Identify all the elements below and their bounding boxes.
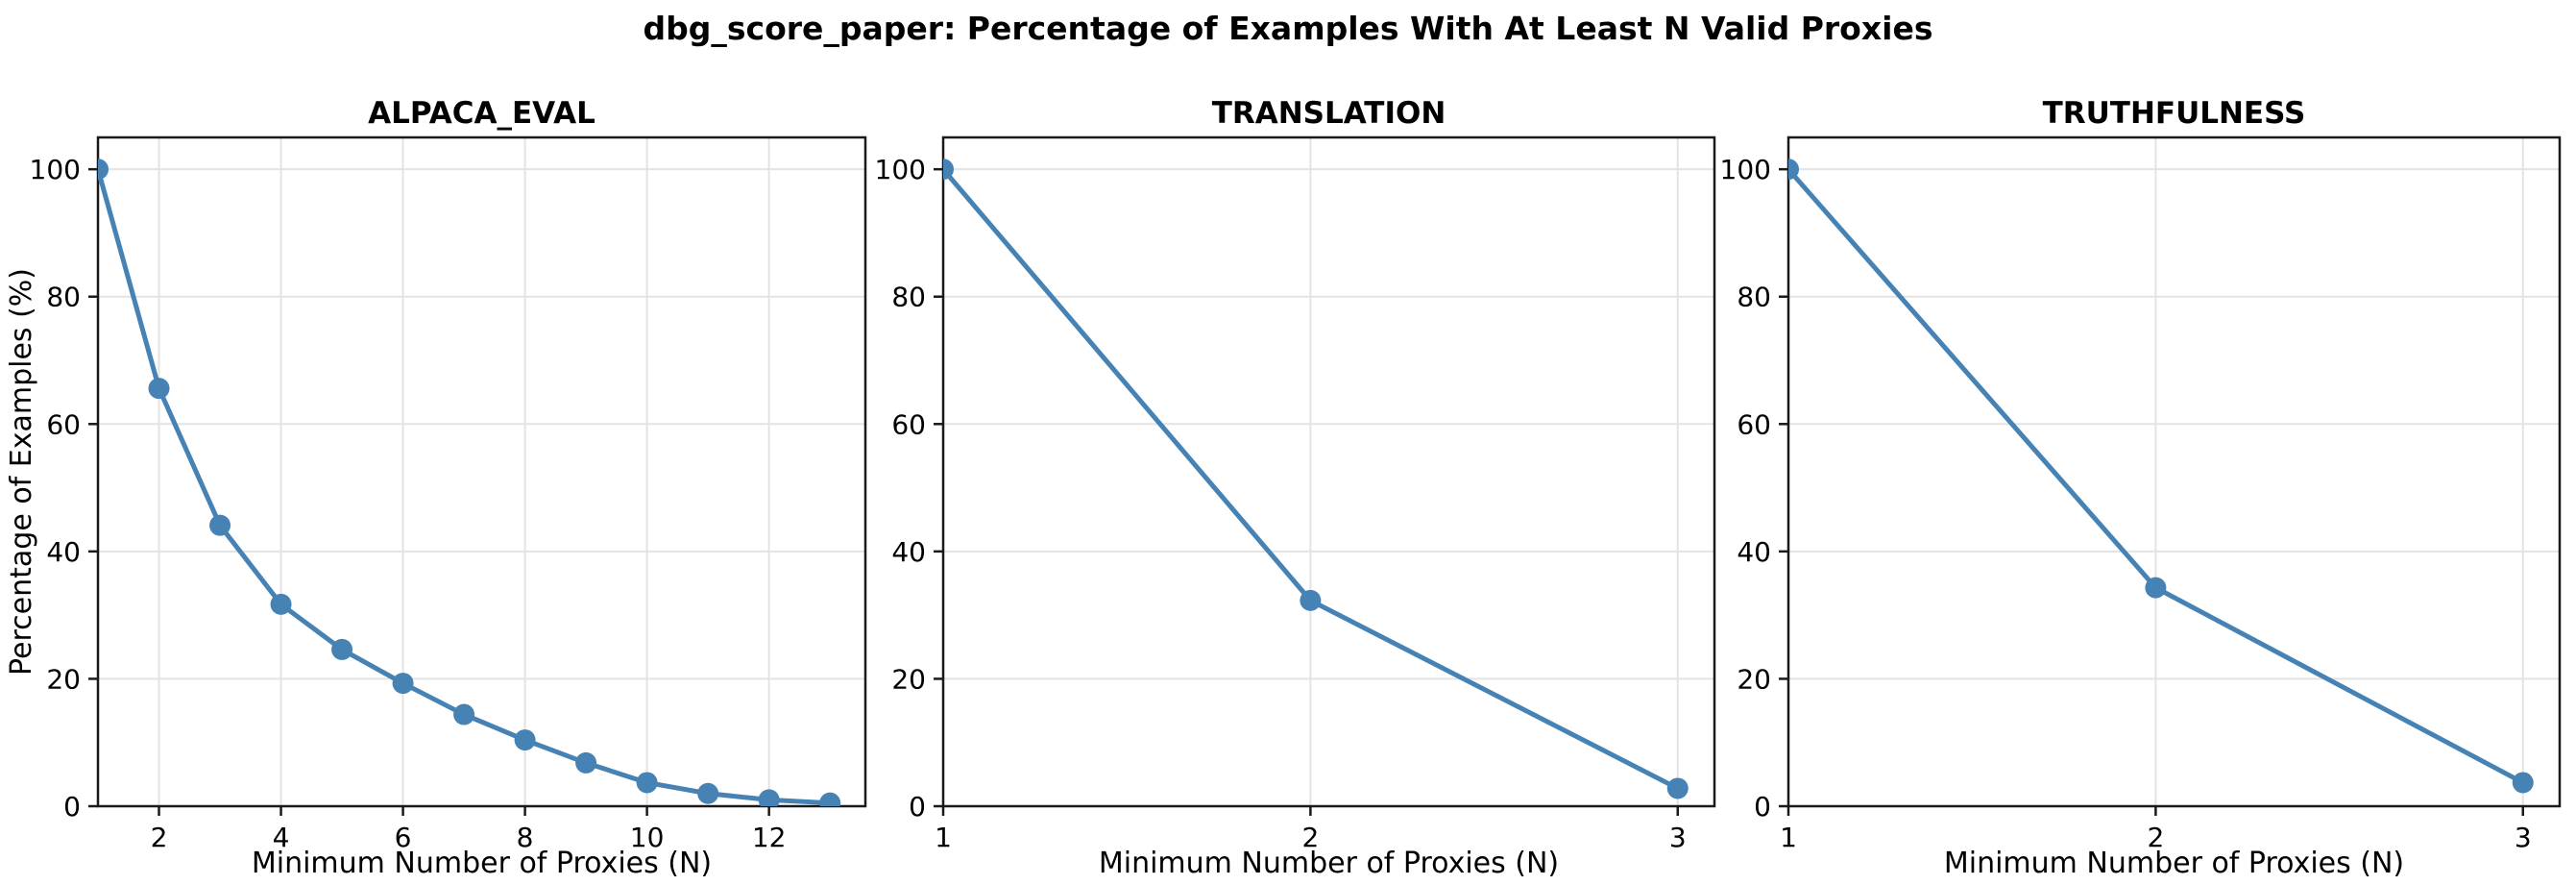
y-tick-label: 0 bbox=[63, 791, 81, 823]
x-axis-ticks: 2 4 6 8 10 12 bbox=[151, 806, 787, 853]
data-point bbox=[1300, 589, 1322, 611]
subplot-title: TRUTHFULNESS bbox=[2043, 96, 2306, 131]
y-tick-label: 20 bbox=[1737, 663, 1771, 695]
subplot-alpaca_eval: 0 20 40 60 80 100 2 4 6 8 10 12 ALPACA_EVAL Minimum N… bbox=[5, 96, 867, 880]
x-axis-ticks: 1 2 3 bbox=[1780, 806, 2532, 853]
figure-suptitle: dbg_score_paper: Percentage of Examples … bbox=[643, 10, 1933, 47]
data-point bbox=[1788, 159, 1799, 181]
data-point bbox=[2512, 772, 2534, 794]
axes-spines bbox=[1786, 135, 2562, 808]
y-axis-ticks: 0 20 40 60 80 100 bbox=[1720, 154, 1788, 823]
data-point bbox=[636, 772, 658, 794]
data-point bbox=[331, 638, 353, 660]
data-point bbox=[148, 378, 170, 400]
x-tick-label: 4 bbox=[273, 822, 290, 853]
x-tick-label: 2 bbox=[1301, 822, 1319, 853]
y-tick-label: 20 bbox=[891, 663, 926, 695]
data-point bbox=[1666, 777, 1689, 799]
x-tick-label: 1 bbox=[935, 822, 952, 853]
y-tick-label: 0 bbox=[1754, 791, 1771, 823]
data-point bbox=[697, 782, 719, 804]
x-axis-label: Minimum Number of Proxies (N) bbox=[252, 847, 712, 880]
x-tick-label: 8 bbox=[517, 822, 534, 853]
data-series bbox=[943, 159, 1689, 799]
subplot-title: ALPACA_EVAL bbox=[368, 96, 595, 131]
gridlines bbox=[98, 137, 865, 807]
gridlines bbox=[942, 137, 1714, 807]
x-axis-label: Minimum Number of Proxies (N) bbox=[1099, 847, 1559, 880]
subplot-translation: 0 20 40 60 80 100 1 2 3 TRANSLATION Minimum Number… bbox=[875, 96, 1716, 880]
data-point bbox=[819, 792, 841, 806]
x-tick-label: 12 bbox=[752, 822, 787, 853]
data-point bbox=[758, 789, 780, 806]
y-tick-label: 100 bbox=[875, 154, 926, 185]
x-tick-label: 10 bbox=[630, 822, 665, 853]
data-point bbox=[2145, 577, 2167, 599]
y-axis-ticks: 0 20 40 60 80 100 bbox=[875, 154, 943, 823]
y-tick-label: 80 bbox=[1737, 282, 1771, 313]
x-tick-label: 2 bbox=[2147, 822, 2164, 853]
gridlines bbox=[1787, 137, 2560, 807]
y-tick-label: 100 bbox=[1720, 154, 1771, 185]
y-tick-label: 100 bbox=[30, 154, 81, 185]
x-tick-label: 1 bbox=[1780, 822, 1797, 853]
data-point bbox=[209, 514, 231, 536]
y-tick-label: 0 bbox=[909, 791, 926, 823]
y-tick-label: 20 bbox=[46, 663, 81, 695]
data-point bbox=[943, 159, 954, 181]
x-tick-label: 3 bbox=[2515, 822, 2532, 853]
x-axis-label: Minimum Number of Proxies (N) bbox=[1944, 847, 2404, 880]
data-point bbox=[514, 729, 536, 751]
data-point bbox=[453, 703, 475, 725]
data-point bbox=[98, 159, 109, 181]
axes-spines bbox=[96, 135, 867, 808]
axes-spines bbox=[941, 135, 1716, 808]
y-tick-label: 60 bbox=[46, 408, 81, 440]
x-tick-label: 2 bbox=[151, 822, 168, 853]
y-tick-label: 60 bbox=[891, 408, 926, 440]
subplot-title: TRANSLATION bbox=[1212, 96, 1446, 131]
subplot-truthfulness: 0 20 40 60 80 100 1 2 3 TRUTHFULNESS Minimum Numbe… bbox=[1720, 96, 2562, 880]
x-tick-label: 6 bbox=[395, 822, 412, 853]
data-series bbox=[98, 159, 841, 806]
data-point bbox=[392, 673, 414, 695]
y-tick-label: 80 bbox=[46, 282, 81, 313]
data-point bbox=[575, 751, 597, 774]
y-tick-label: 80 bbox=[891, 282, 926, 313]
data-point bbox=[270, 593, 292, 615]
x-tick-label: 3 bbox=[1669, 822, 1687, 853]
y-axis-label: Percentage of Examples (%) bbox=[5, 268, 38, 676]
data-series bbox=[1788, 159, 2534, 794]
y-axis-ticks: 0 20 40 60 80 100 bbox=[30, 154, 98, 823]
y-tick-label: 60 bbox=[1737, 408, 1771, 440]
y-tick-label: 40 bbox=[891, 536, 926, 568]
y-tick-label: 40 bbox=[1737, 536, 1771, 568]
y-tick-label: 40 bbox=[46, 536, 81, 568]
x-axis-ticks: 1 2 3 bbox=[935, 806, 1687, 853]
